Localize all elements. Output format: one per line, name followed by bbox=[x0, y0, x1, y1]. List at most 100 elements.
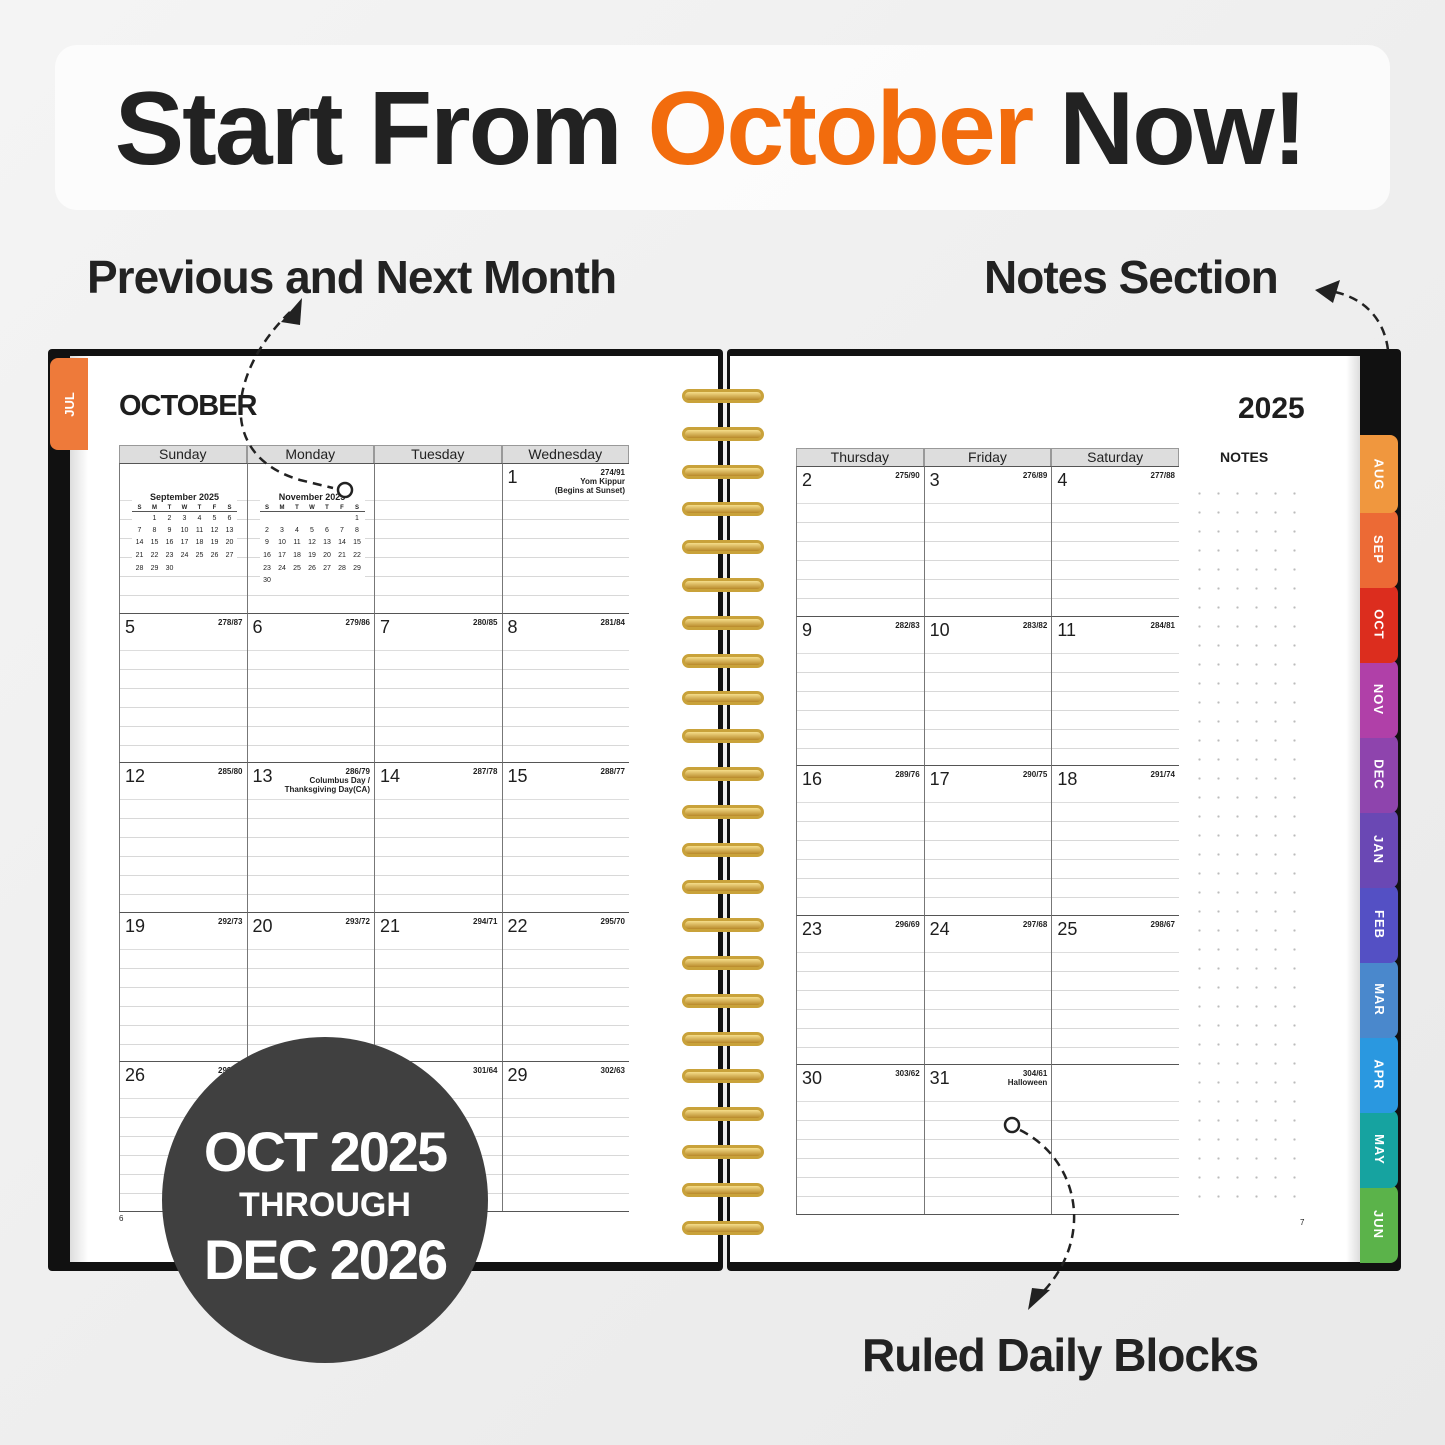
day-of-year-value: 294/71 bbox=[473, 916, 498, 926]
day-of-year: 290/75 bbox=[1023, 770, 1047, 779]
day-of-year: 303/62 bbox=[895, 1069, 919, 1078]
day-of-year-value: 274/91 bbox=[600, 468, 625, 477]
day-cell[interactable]: 31 304/61 Halloween bbox=[923, 1064, 1052, 1214]
day-of-year-value: 275/90 bbox=[895, 471, 920, 480]
callout-ruled: Ruled Daily Blocks bbox=[862, 1329, 1259, 1381]
ruled-lines bbox=[1052, 1102, 1179, 1214]
day-cell[interactable]: 12 285/80 bbox=[119, 762, 247, 912]
day-cell[interactable]: 19 292/73 bbox=[119, 911, 247, 1062]
day-cell[interactable]: 29 302/63 bbox=[501, 1061, 629, 1211]
mini-date: 5 bbox=[310, 526, 314, 534]
month-tab-jan[interactable]: JAN bbox=[1360, 810, 1398, 888]
day-of-year-value: 285/80 bbox=[218, 767, 243, 777]
ruled-lines bbox=[502, 1099, 629, 1211]
day-of-year-value: 293/72 bbox=[345, 916, 370, 926]
day-cell[interactable]: 14 287/78 bbox=[374, 762, 502, 912]
spiral-ring bbox=[682, 1220, 764, 1235]
notes-dot-grid[interactable] bbox=[1190, 484, 1310, 1214]
day-cell[interactable]: 13 286/79 Columbus Day / Thanksgiving Day(… bbox=[246, 762, 374, 912]
mini-calendar: November 2025 S M T W T F S 1 2 3 4 5 6 7 8 9 10 11 12 13 14 1… bbox=[259, 492, 365, 588]
day-number: 16 bbox=[802, 769, 823, 790]
day-of-year-value: 282/83 bbox=[895, 620, 920, 630]
mini-date: 15 bbox=[150, 539, 159, 547]
day-number: 8 bbox=[507, 616, 518, 637]
mini-date: 29 bbox=[353, 564, 361, 572]
day-cell[interactable]: 8 281/84 bbox=[501, 612, 629, 763]
day-of-year-value: 291/74 bbox=[1150, 770, 1175, 780]
month-tab-nov[interactable]: NOV bbox=[1360, 660, 1398, 738]
day-of-year-value: 280/85 bbox=[473, 617, 498, 627]
day-cell[interactable]: 17 290/75 bbox=[923, 765, 1052, 915]
badge-line2: THROUGH bbox=[239, 1186, 411, 1224]
day-of-year-value: 288/77 bbox=[600, 767, 625, 777]
day-number: 3 bbox=[929, 470, 940, 490]
month-tab-may[interactable]: MAY bbox=[1360, 1110, 1398, 1188]
ruled-lines bbox=[502, 501, 629, 613]
month-tab-mar[interactable]: MAR bbox=[1360, 960, 1398, 1038]
ruled-lines bbox=[1052, 504, 1179, 616]
day-of-year: 283/82 bbox=[1023, 621, 1047, 630]
marker-circle bbox=[1003, 1116, 1021, 1134]
day-cell[interactable]: 2 275/90 bbox=[796, 466, 924, 616]
day-of-year: 304/61 Halloween bbox=[1008, 1069, 1048, 1087]
day-cell[interactable]: 4 277/88 bbox=[1051, 466, 1179, 616]
spiral-ring bbox=[682, 389, 764, 403]
month-tab-aug[interactable]: AUG bbox=[1360, 435, 1398, 513]
day-cell[interactable]: 22 295/70 bbox=[501, 911, 629, 1062]
date-range-badge: OCT 2025 THROUGH DEC 2026 bbox=[162, 1037, 488, 1363]
day-cell[interactable] bbox=[374, 463, 502, 613]
day-cell[interactable]: 11 284/81 bbox=[1051, 615, 1179, 766]
month-tab-oct[interactable]: OCT bbox=[1360, 585, 1398, 663]
spiral-ring bbox=[682, 426, 764, 441]
mini-date: 4 bbox=[197, 514, 202, 522]
mini-date: 17 bbox=[180, 539, 189, 547]
day-cell[interactable]: 9 282/83 bbox=[796, 615, 924, 766]
day-number: 31 bbox=[929, 1068, 950, 1089]
mini-date: 3 bbox=[182, 514, 187, 522]
day-cell[interactable] bbox=[1051, 1064, 1179, 1214]
day-cell[interactable]: 3 276/89 bbox=[923, 466, 1052, 616]
mini-date: 25 bbox=[195, 552, 204, 560]
mini-date: 13 bbox=[323, 539, 331, 547]
mini-date: 6 bbox=[227, 514, 232, 522]
day-cell[interactable]: September 2025 S M T W T F S 1 2 3 4 5 6 7 8 9 10 11 12 13 14… bbox=[119, 463, 247, 613]
month-tab-apr[interactable]: APR bbox=[1360, 1035, 1398, 1113]
day-cell[interactable]: 18 291/74 bbox=[1051, 765, 1179, 915]
mini-date: 10 bbox=[180, 526, 189, 534]
day-cell[interactable]: 16 289/76 bbox=[796, 765, 924, 915]
month-tab-feb[interactable]: FEB bbox=[1360, 885, 1398, 963]
side-tab-jul[interactable]: JUL bbox=[50, 358, 88, 450]
day-cell[interactable]: 1 274/91 Yom Kippur (Begins at Sunset) bbox=[501, 463, 629, 613]
ruled-lines bbox=[797, 1102, 924, 1214]
mini-date: 14 bbox=[135, 539, 144, 547]
day-of-year: 287/78 bbox=[473, 767, 497, 776]
day-cell[interactable]: 6 279/86 bbox=[246, 612, 374, 763]
day-cell[interactable]: 7 280/85 bbox=[374, 612, 502, 763]
page-number-left: 6 bbox=[119, 1214, 124, 1223]
mini-calendar-title: November 2025 bbox=[278, 492, 346, 502]
day-number: 25 bbox=[1057, 918, 1078, 939]
mini-date: 9 bbox=[167, 526, 172, 534]
mini-dow: W bbox=[177, 505, 192, 512]
day-of-year-value: 292/73 bbox=[218, 916, 243, 926]
month-tab-sep[interactable]: SEP bbox=[1360, 510, 1398, 588]
day-number: 2 bbox=[802, 470, 813, 490]
day-cell[interactable]: 10 283/82 bbox=[923, 615, 1052, 766]
mini-date: 5 bbox=[212, 514, 217, 522]
mini-date: 12 bbox=[308, 539, 316, 547]
month-tab-jun[interactable]: JUN bbox=[1360, 1185, 1398, 1263]
day-cell[interactable]: 21 294/71 bbox=[374, 911, 502, 1062]
day-cell[interactable]: 5 278/87 bbox=[119, 612, 247, 763]
month-tab-dec[interactable]: DEC bbox=[1360, 735, 1398, 813]
day-cell[interactable]: 25 298/67 bbox=[1051, 914, 1179, 1065]
day-cell[interactable]: 23 296/69 bbox=[796, 914, 924, 1065]
day-cell[interactable]: 24 297/68 bbox=[923, 914, 1052, 1065]
day-cell[interactable]: 30 303/62 bbox=[796, 1064, 924, 1214]
ruled-lines bbox=[797, 952, 924, 1065]
day-of-year: 289/76 bbox=[895, 770, 919, 779]
ruled-lines bbox=[924, 803, 1052, 915]
day-cell[interactable]: 15 288/77 bbox=[501, 762, 629, 912]
day-of-year-value: 283/82 bbox=[1022, 620, 1048, 630]
day-of-year: 291/74 bbox=[1151, 770, 1175, 779]
spiral-ring bbox=[682, 956, 764, 970]
